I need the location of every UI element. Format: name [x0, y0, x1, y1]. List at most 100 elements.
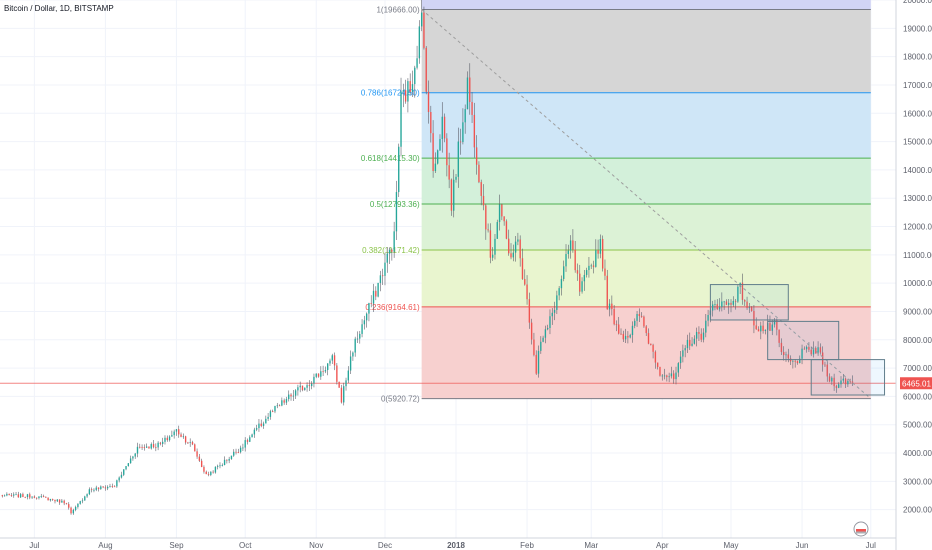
price-tick-label: 2000.00: [903, 506, 932, 515]
candle-body: [643, 316, 645, 327]
candle-body: [659, 366, 661, 376]
tradingview-logo-icon[interactable]: [853, 521, 869, 537]
candle-body: [24, 496, 26, 498]
candle-body: [805, 346, 808, 350]
candle-body: [352, 352, 354, 357]
price-axis-bg: [896, 0, 932, 550]
candle-body: [253, 429, 256, 435]
candle-body: [409, 81, 411, 92]
candle-body: [730, 302, 732, 305]
candle-body: [821, 352, 824, 365]
rectangle-box[interactable]: [709, 284, 789, 321]
candle-body: [647, 333, 650, 344]
candle-body: [551, 312, 553, 317]
candle-body: [684, 348, 686, 351]
candle-body: [755, 325, 757, 330]
price-tick-label: 8000.00: [903, 336, 932, 345]
candle-body: [654, 351, 657, 363]
candle-body: [29, 494, 31, 498]
candle-body: [285, 399, 288, 403]
candle-body: [178, 429, 180, 435]
candle-body: [356, 338, 359, 340]
fib-level-label: 0.618(14415.30): [361, 154, 420, 163]
candle-body: [35, 497, 38, 499]
candle-body: [17, 494, 20, 498]
candle-body: [469, 77, 471, 102]
candle-body: [542, 337, 544, 342]
candle-body: [230, 455, 233, 459]
fibonacci-retracement[interactable]: 1(19666.00) 0.786(16724.50) 0.618(14415.30…: [361, 0, 871, 404]
candle-body: [6, 493, 8, 496]
fib-zone: [421, 92, 871, 159]
candle-body: [746, 301, 748, 308]
rectangle-box[interactable]: [810, 359, 886, 396]
price-axis[interactable]: 2000.00 3000.00 4000.00 5000.00 6000.00 7000.…: [895, 0, 932, 550]
candle-body: [464, 109, 466, 123]
candle-body: [817, 347, 819, 354]
candle-body: [645, 326, 647, 334]
candle-body: [579, 273, 581, 292]
candle-body: [455, 176, 457, 180]
candle-body: [535, 354, 537, 374]
candle-body: [338, 381, 340, 388]
candle-body: [728, 302, 730, 305]
time-axis[interactable]: Jul Aug Sep Oct Nov Dec 2018 Feb Mar Apr May Jun Jul: [0, 537, 896, 550]
candle-body: [592, 265, 595, 267]
candle-body: [801, 348, 803, 359]
candle-body: [691, 343, 693, 346]
candle-body: [750, 307, 753, 311]
candle-body: [354, 338, 356, 353]
candle-body: [205, 471, 207, 475]
price-tick-label: 6000.00: [903, 392, 932, 401]
candle-body: [333, 355, 336, 366]
candle-body: [414, 67, 416, 85]
candle-body: [217, 465, 219, 467]
candle-body: [723, 301, 725, 303]
candle-body: [141, 446, 143, 448]
candle-body: [773, 319, 776, 325]
candle-body: [780, 342, 783, 352]
candle-body: [462, 122, 464, 143]
candle-body: [842, 378, 844, 381]
candle-body: [86, 494, 88, 497]
candle-body: [299, 385, 301, 388]
candle-body: [457, 141, 459, 177]
candle-body: [831, 377, 833, 382]
candle-body: [157, 442, 159, 448]
price-tick-label: 17000.00: [903, 81, 932, 90]
candle-body: [152, 444, 155, 448]
candle-body: [533, 339, 535, 355]
candle-body: [104, 487, 107, 489]
price-tick-label: 13000.00: [903, 194, 932, 203]
candle-body: [819, 347, 822, 353]
fib-zone: [421, 158, 871, 205]
candle-body: [143, 447, 146, 448]
candle-body: [567, 250, 569, 255]
candle-body: [102, 486, 104, 488]
candle-body: [748, 307, 751, 309]
candle-body: [615, 324, 618, 326]
candle-body: [10, 495, 13, 496]
candle-body: [553, 309, 556, 313]
time-tick-label: Nov: [309, 541, 323, 550]
candle-body: [826, 364, 828, 377]
candle-body: [191, 442, 194, 445]
rectangle-drawings[interactable]: [709, 284, 886, 396]
rectangle-box[interactable]: [767, 320, 840, 361]
candle-body: [365, 313, 368, 321]
price-tick-label: 5000.00: [903, 421, 932, 430]
candle-body: [624, 335, 627, 340]
time-tick-label: Apr: [656, 541, 669, 550]
candle-body: [184, 436, 187, 443]
candle-body: [420, 12, 423, 27]
candle-body: [384, 262, 386, 276]
candle-body: [847, 380, 849, 385]
candle-body: [689, 339, 691, 346]
candle-body: [437, 150, 439, 164]
candle-body: [572, 240, 574, 250]
candle-body: [544, 329, 547, 338]
candle-body: [546, 327, 549, 330]
candle-body: [574, 249, 576, 271]
candle-body: [459, 141, 462, 143]
